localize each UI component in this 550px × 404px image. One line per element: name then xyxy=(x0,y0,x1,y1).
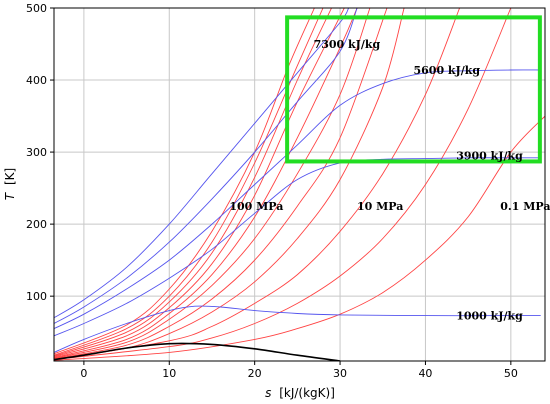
y-tick-label-1: 200 xyxy=(26,218,47,231)
isenthalp-line-2 xyxy=(54,69,541,330)
annotation-0: 7300 kJ/kg xyxy=(314,38,381,51)
annotation-3: 1000 kJ/kg xyxy=(456,310,523,323)
annotation-4: 100 MPa xyxy=(229,200,283,213)
x-axis-unit: [kJ/(kgK)] xyxy=(279,386,335,400)
x-tick-label-4: 40 xyxy=(418,367,432,380)
x-axis-label: s [kJ/(kgK)] xyxy=(265,386,335,400)
plot-frame xyxy=(53,7,546,362)
x-axis-var: s xyxy=(265,386,271,400)
isobar-line-5 xyxy=(54,8,371,359)
x-tick-label-0: 0 xyxy=(80,367,87,380)
y-tick-label-2: 300 xyxy=(26,146,47,159)
y-axis-unit: [K] xyxy=(3,168,17,185)
y-tick-label-4: 500 xyxy=(26,2,47,15)
x-tick-label-5: 50 xyxy=(504,367,518,380)
highlight-box xyxy=(285,15,542,164)
curves xyxy=(54,8,545,361)
highlight-rect xyxy=(285,15,542,164)
isenthalp-line-1 xyxy=(54,8,358,324)
saturation-line-0 xyxy=(54,342,341,361)
annotation-6: 0.1 MPa xyxy=(500,200,550,213)
y-axis-label: T [K] xyxy=(3,168,17,200)
x-tick-label-1: 10 xyxy=(162,367,176,380)
annotation-5: 10 MPa xyxy=(357,200,403,213)
isenthalp-line-3 xyxy=(54,157,541,337)
isobar-line-3 xyxy=(54,8,345,358)
isenthalp-line-4 xyxy=(54,305,541,353)
y-axis-var: T xyxy=(3,191,17,200)
isobar-line-10 xyxy=(54,115,545,361)
isenthalp-line-0 xyxy=(54,8,350,319)
isobar-line-8 xyxy=(54,8,461,361)
x-tick-label-3: 30 xyxy=(333,367,347,380)
x-tick-label-2: 20 xyxy=(248,367,262,380)
annotations: 7300 kJ/kg 5600 kJ/kg 3900 kJ/kg 1000 kJ/kg… xyxy=(229,38,550,323)
isobar-line-1 xyxy=(54,8,324,356)
isobar-line-6 xyxy=(54,8,388,360)
annotation-2: 3900 kJ/kg xyxy=(456,150,523,163)
isobar-line-7 xyxy=(54,8,405,360)
y-tick-label-3: 400 xyxy=(26,74,47,87)
annotation-1: 5600 kJ/kg xyxy=(413,64,480,77)
isobar-line-4 xyxy=(54,8,358,358)
tick-labels: 0 10 20 30 40 50 100 200 300 400 500 xyxy=(26,2,518,380)
y-tick-label-0: 100 xyxy=(26,290,47,303)
